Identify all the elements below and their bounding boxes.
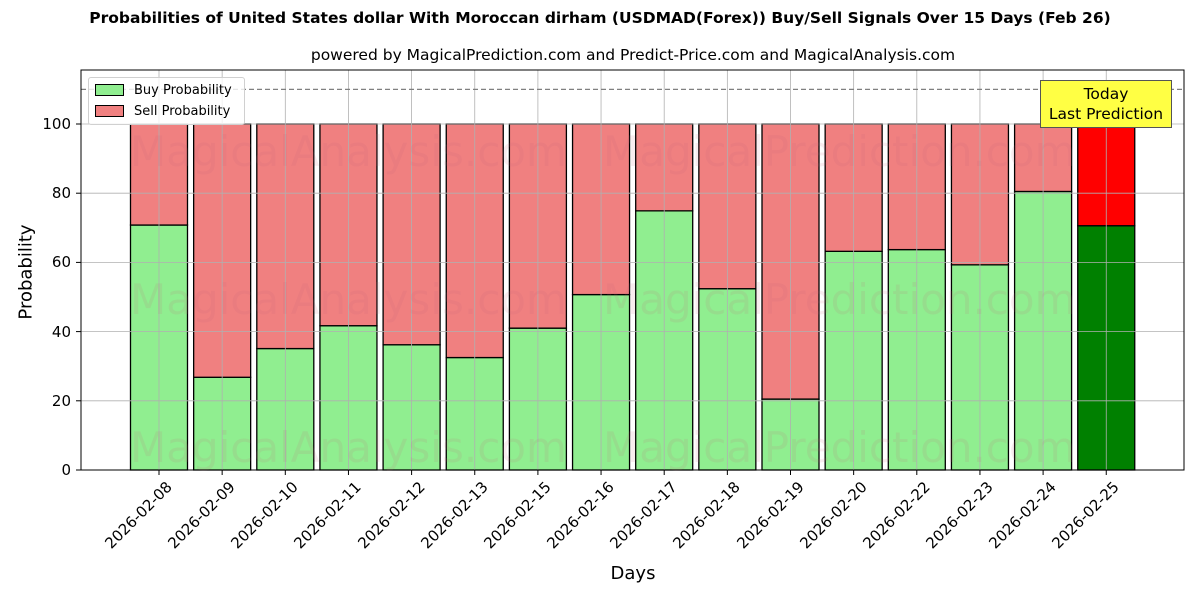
annotation-line-2: Last Prediction bbox=[1048, 105, 1164, 123]
y-tick-label: 100 bbox=[42, 115, 71, 133]
chart-title: Probabilities of United States dollar Wi… bbox=[89, 9, 1111, 27]
legend-label-buy: Buy Probability bbox=[134, 82, 232, 98]
axes-frame bbox=[80, 69, 1185, 471]
y-tick-label: 40 bbox=[51, 322, 71, 341]
today-annotation: Today Last Prediction bbox=[1040, 80, 1172, 128]
legend-item-buy: Buy Probability bbox=[95, 82, 232, 98]
legend-swatch-buy bbox=[95, 84, 124, 96]
legend-swatch-sell bbox=[95, 105, 124, 117]
y-tick-label: 60 bbox=[51, 253, 71, 272]
y-tick-label: 0 bbox=[61, 461, 71, 479]
legend-label-sell: Sell Probability bbox=[134, 103, 231, 119]
x-axis-label: Days bbox=[610, 563, 656, 584]
chart-subtitle: powered by MagicalPrediction.com and Pre… bbox=[310, 46, 956, 64]
y-tick-label: 80 bbox=[51, 184, 71, 203]
legend: Buy Probability Sell Probability bbox=[88, 77, 245, 125]
annotation-line-1: Today bbox=[1083, 85, 1129, 103]
y-tick-label: 20 bbox=[51, 391, 71, 410]
y-axis-label: Probability bbox=[15, 224, 37, 320]
legend-item-sell: Sell Probability bbox=[95, 103, 230, 119]
